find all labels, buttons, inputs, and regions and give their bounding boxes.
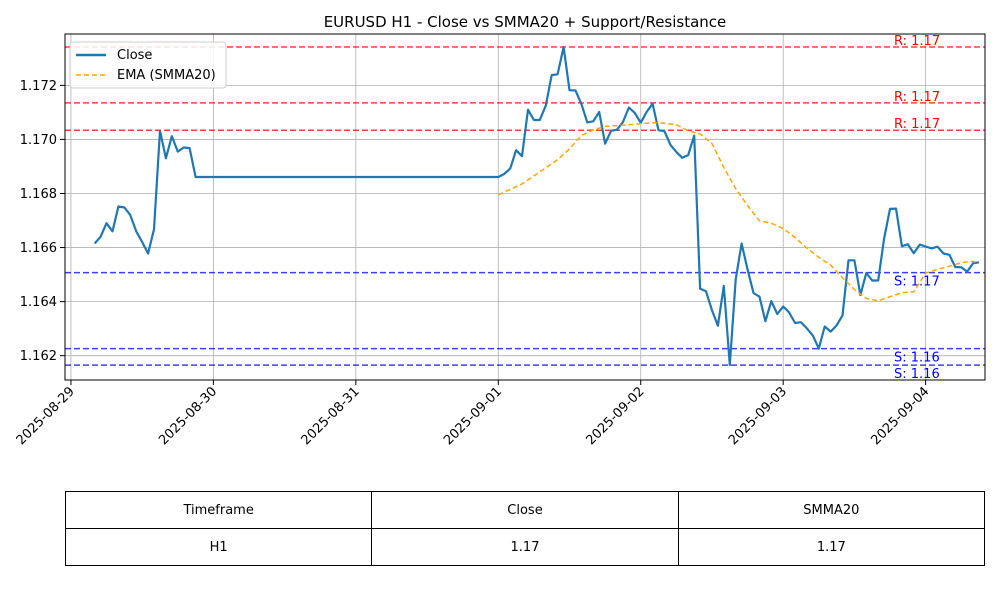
support-label: S: 1.17 (894, 275, 940, 290)
table-cell-timeframe: H1 (64, 528, 373, 566)
y-axis: 1.162 1.164 1.166 1.168 1.170 1.172 (20, 79, 65, 364)
table-header-smma20: SMMA20 (677, 491, 986, 529)
x-tick-label: 2025-08-29 (14, 384, 78, 448)
y-tick-label: 1.172 (20, 79, 57, 94)
grid (65, 34, 985, 380)
legend-box (69, 41, 227, 89)
x-tick-label: 2025-09-04 (868, 384, 932, 448)
table-cell-close: 1.17 (371, 528, 679, 566)
legend-label-ema: EMA (SMMA20) (117, 68, 216, 83)
x-axis: 2025-08-29 2025-08-30 2025-08-31 2025-09-01… (14, 380, 932, 448)
y-tick-label: 1.168 (20, 187, 57, 202)
table-header-close: Close (371, 491, 679, 529)
table-header-row: Timeframe Close SMMA20 (64, 491, 986, 529)
x-tick-label: 2025-09-02 (584, 384, 648, 448)
y-tick-label: 1.164 (20, 295, 57, 310)
y-tick-label: 1.166 (20, 241, 57, 256)
table-header-timeframe: Timeframe (64, 491, 373, 529)
x-tick-label: 2025-08-31 (299, 384, 363, 448)
series-lines (93, 45, 980, 367)
chart: EURUSD H1 - Close vs SMMA20 + Support/Re… (14, 13, 986, 448)
y-tick-label: 1.170 (20, 133, 57, 148)
table-row: H1 1.17 1.17 (64, 528, 986, 566)
x-tick-label: 2025-09-03 (726, 384, 790, 448)
close-line (93, 45, 980, 367)
plot-frame (64, 33, 986, 381)
chart-title: EURUSD H1 - Close vs SMMA20 + Support/Re… (324, 13, 727, 31)
support-label: S: 1.16 (894, 351, 940, 366)
legend-label-close: Close (117, 48, 152, 63)
x-tick-label: 2025-08-30 (156, 384, 220, 448)
resistance-label: R: 1.17 (894, 117, 940, 132)
support-label: S: 1.16 (894, 367, 940, 382)
table-cell-smma20: 1.17 (677, 528, 986, 566)
y-tick-label: 1.162 (20, 349, 57, 364)
summary-table: Timeframe Close SMMA20 H1 1.17 1.17 (64, 491, 986, 566)
resistance-label: R: 1.17 (894, 90, 940, 105)
legend: Close EMA (SMMA20) (69, 41, 227, 89)
ema-line (497, 121, 980, 302)
resistance-label: R: 1.17 (894, 34, 940, 49)
x-tick-label: 2025-09-01 (441, 384, 505, 448)
